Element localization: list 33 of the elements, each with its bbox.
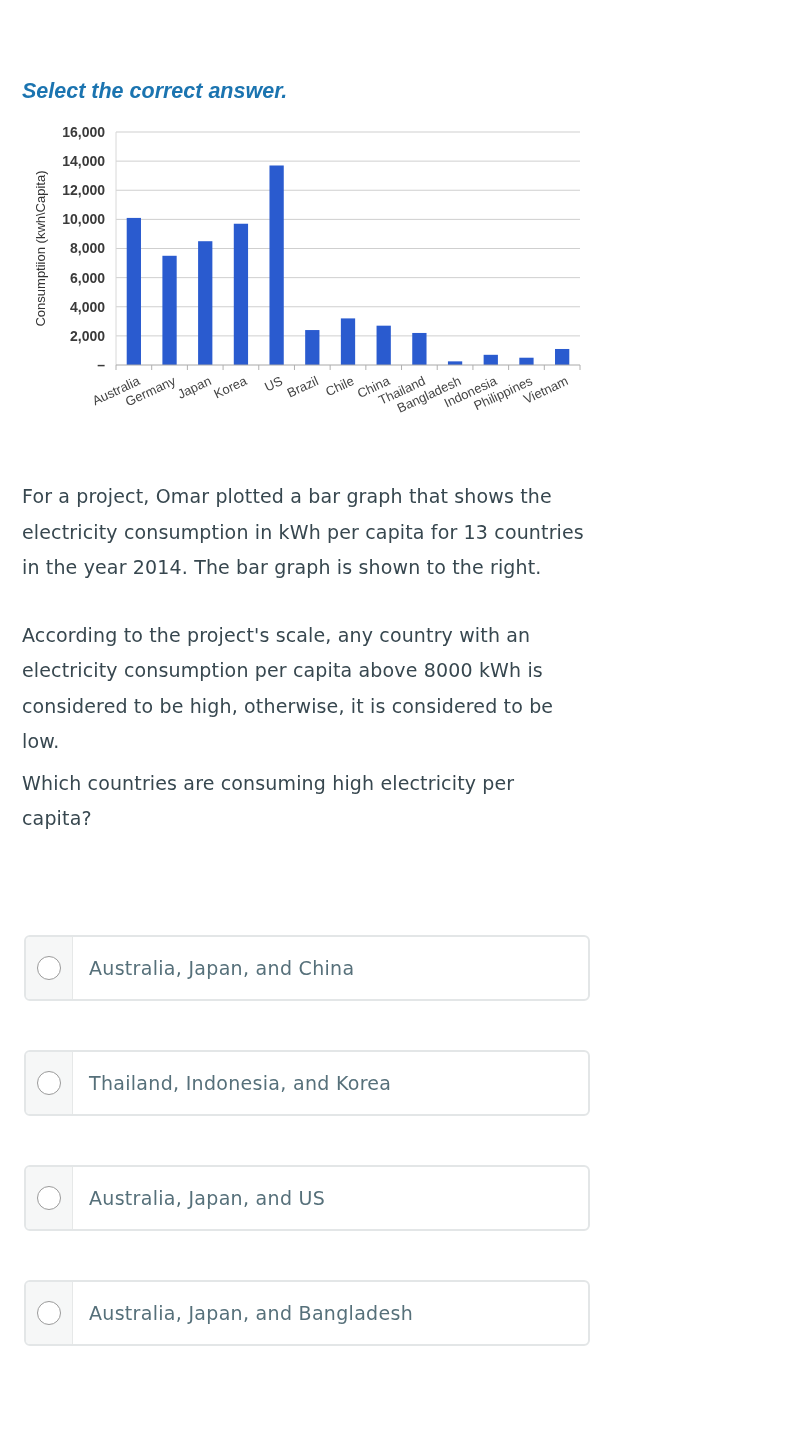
- answer-option: Thailand, Indonesia, and Korea: [24, 1050, 590, 1116]
- y-tick-label: 4,000: [69, 298, 106, 315]
- answer-option: Australia, Japan, and US: [24, 1165, 590, 1231]
- y-tick-label: 12,000: [62, 182, 106, 199]
- answer-option: Australia, Japan, and Bangladesh: [24, 1280, 590, 1346]
- chart-title: Select the correct answer.: [22, 79, 288, 103]
- y-tick-label: 2,000: [69, 327, 106, 344]
- x-tick-label: Korea: [211, 372, 250, 402]
- y-tick-label: 10,000: [62, 211, 106, 228]
- bar: [233, 223, 249, 365]
- text: According to the project's scale, any country with an electricity consumption per capita above 8000 kWh is considered to be high, otherwise, it is considered to be low.: [22, 623, 554, 752]
- y-tick-label: 14,000: [62, 153, 106, 170]
- x-tick-label: US: [262, 372, 286, 395]
- y-tick-label: –: [97, 356, 106, 373]
- y-tick-label: 8,000: [69, 240, 106, 257]
- bar: [198, 241, 213, 365]
- y-tick-label: 16,000: [62, 123, 106, 140]
- x-tick-label: Japan: [175, 373, 214, 402]
- y-tick-label: 6,000: [69, 269, 106, 286]
- bar: [412, 332, 427, 365]
- bar: [305, 330, 320, 365]
- bar: [376, 325, 391, 365]
- y-axis-title: Consumptiion (kwh\Capita): [33, 170, 48, 327]
- bar: [269, 165, 284, 365]
- x-tick-label: Brazil: [284, 373, 321, 401]
- x-tick-label: Chile: [323, 373, 357, 400]
- bar: [340, 318, 356, 365]
- bar: [555, 348, 570, 365]
- text: Which countries are consuming high electricity per capita?: [22, 771, 515, 829]
- bar: [162, 255, 177, 365]
- bar: [126, 217, 141, 365]
- text: For a project, Omar plotted a bar graph that shows the electricity consumption in kWh per capita for 13 countries in the year 2014. The bar graph is shown to the right.: [22, 485, 584, 578]
- answer-option: Australia, Japan, and China: [24, 935, 590, 1001]
